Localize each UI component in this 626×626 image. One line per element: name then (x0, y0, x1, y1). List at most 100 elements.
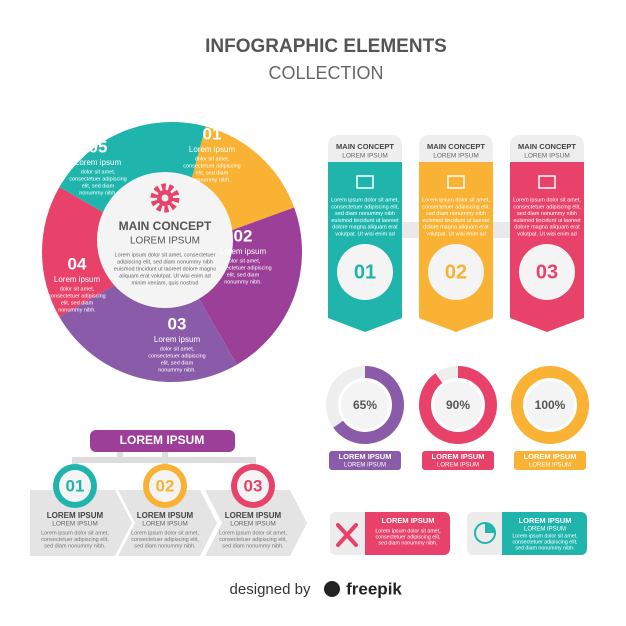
footer-brand: freepik (346, 579, 402, 598)
body-line: elit, sed diam (82, 183, 115, 189)
step-subtitle: LOREM IPSUM (142, 521, 188, 528)
gauge-subtitle: LOREM IPSUM (344, 463, 386, 469)
step-number: 03 (244, 476, 263, 495)
gauge-arc (326, 366, 404, 444)
body-line: consectetuer adipiscing elit, (375, 534, 440, 540)
body-line: nonummy nibh. (58, 307, 96, 313)
segment-title: Lorem ipsum (54, 275, 101, 284)
cycle-segment (59, 252, 237, 382)
card-number: 02 (445, 261, 467, 283)
body-line: euismod tincidunt ut laoreet (331, 218, 399, 224)
body-line: sed diam nonummy nibh. (515, 545, 574, 551)
body-line: nonummy nibh. (193, 177, 231, 183)
tag-body (365, 512, 450, 555)
segment-number: 02 (234, 226, 253, 245)
step-subtitle: LOREM IPSUM (230, 521, 276, 528)
segment-number: 04 (68, 254, 87, 273)
gear-hole (161, 194, 169, 202)
body-line: nonummy nibh. (158, 367, 196, 373)
body-line: Lorem ipsum dolor sit amet, (41, 530, 109, 536)
body-line: dolore magna aliquam erat (423, 225, 489, 231)
body-line: elit, sed diam (196, 170, 229, 176)
body-line: Lorem ipsum dolor sit amet, consectetuer (115, 252, 216, 258)
body-line: consectetuer adipiscing elit, (512, 539, 577, 545)
pie-icon (485, 523, 495, 533)
body-line: aliquam erat volutpat. Ut wisi enim ad (119, 273, 210, 279)
body-line: dolore magna aliquam erat (514, 225, 580, 231)
segment-title: Lorem ipsum (154, 335, 201, 344)
body-line: sed diam nonummy nibh. (44, 543, 106, 549)
body-line: nonummy nibh. (224, 279, 262, 285)
card-icon (447, 175, 465, 189)
gauge-arc (419, 366, 497, 444)
gauge-label-bar (422, 451, 494, 470)
step-title: LOREM IPSUM (47, 511, 104, 520)
body-line: consectetuer adipiscing elit, (513, 204, 581, 210)
body-line: Lorem ipsum dolor sit amet, (219, 530, 287, 536)
freepik-logo (324, 581, 340, 597)
center-title: MAIN CONCEPT (119, 219, 212, 233)
body-line: elit, sed diam (161, 360, 194, 366)
process-arrow (205, 490, 307, 556)
body-line: sed diam nonummy nibh (517, 211, 577, 217)
card-icon (538, 175, 556, 189)
body-line: consectetuer adipiscing elit, (331, 204, 399, 210)
banner-text: LOREM IPSUM (120, 433, 205, 447)
tag-body (502, 512, 587, 555)
gauge-subtitle: LOREM IPSUM (437, 463, 479, 469)
body-line: Lorem ipsum dolor sit amet, (131, 530, 199, 536)
body-line: consectetuer adipiscing (214, 265, 271, 271)
body-line: euismod tincidunt ut laoreet (422, 218, 490, 224)
step-title: LOREM IPSUM (225, 511, 282, 520)
segment-number: 03 (168, 314, 187, 333)
body-line: dolore magna aliquam erat (332, 225, 398, 231)
card-number: 03 (536, 261, 558, 283)
step-inner (59, 470, 91, 502)
body-line: elit, sed diam (61, 300, 94, 306)
segment-title: Lorem ipsum (75, 158, 122, 167)
body-line: sed diam nonummy nibh. (134, 543, 196, 549)
gauge-title: LOREM IPSUM (339, 452, 392, 461)
body-line: Lorem ipsum dolor sit amet, (375, 528, 440, 534)
card-number-circle (337, 244, 393, 300)
body-line: volutpat. Ut wisi enim ad (426, 231, 486, 237)
gauge-inner (526, 381, 574, 429)
step-number: 02 (156, 476, 175, 495)
banner (90, 430, 235, 452)
card-title: MAIN CONCEPT (427, 142, 485, 151)
segment-title: Lorem ipsum (220, 247, 267, 256)
title: INFOGRAPHIC ELEMENTS (205, 36, 447, 57)
step-inner (237, 470, 269, 502)
card-icon (356, 175, 374, 189)
body-line: euismod tincidunt ut laoreet (513, 218, 581, 224)
body-line: consectetuer adipiscing elit, (219, 537, 287, 543)
body-line: minim veniam, quis nostrud (132, 280, 199, 286)
body-line: adipiscing elit, sed diam nonummy nibh (117, 259, 213, 265)
gauge-inner (341, 381, 389, 429)
body-line: Lorem ipsum dolor sit amet, (331, 197, 399, 203)
segment-number: 01 (203, 124, 222, 143)
tag-title: LOREM IPSUM (382, 516, 435, 525)
gauge-label: 100% (535, 398, 566, 412)
process-arrow (30, 490, 132, 556)
gauge-label-bar (514, 451, 586, 470)
card-title: MAIN CONCEPT (336, 142, 394, 151)
body-line: dolor sit amet, (195, 156, 230, 162)
body-line: sed diam nonummy nibh. (378, 540, 437, 546)
gauge-title: LOREM IPSUM (524, 452, 577, 461)
step-title: LOREM IPSUM (137, 511, 194, 520)
body-line: volutpat. Ut wisi enim ad (335, 231, 395, 237)
footer-prefix: designed by (230, 581, 311, 598)
gauge-label: 90% (446, 398, 470, 412)
center-subtitle: LOREM IPSUM (130, 236, 200, 247)
body-line: volutpat. Ut wisi enim ad (517, 231, 577, 237)
card-subtitle: LOREM IPSUM (433, 153, 479, 160)
segment-number: 05 (89, 137, 108, 156)
body-line: consectetuer adipiscing (148, 353, 205, 359)
body-line: dolor sit amet, (60, 286, 95, 292)
step-number: 01 (66, 476, 85, 495)
subtitle: COLLECTION (268, 63, 383, 83)
card-number: 01 (354, 261, 376, 283)
card-subtitle: LOREM IPSUM (342, 153, 388, 160)
gauge-label: 65% (353, 398, 377, 412)
